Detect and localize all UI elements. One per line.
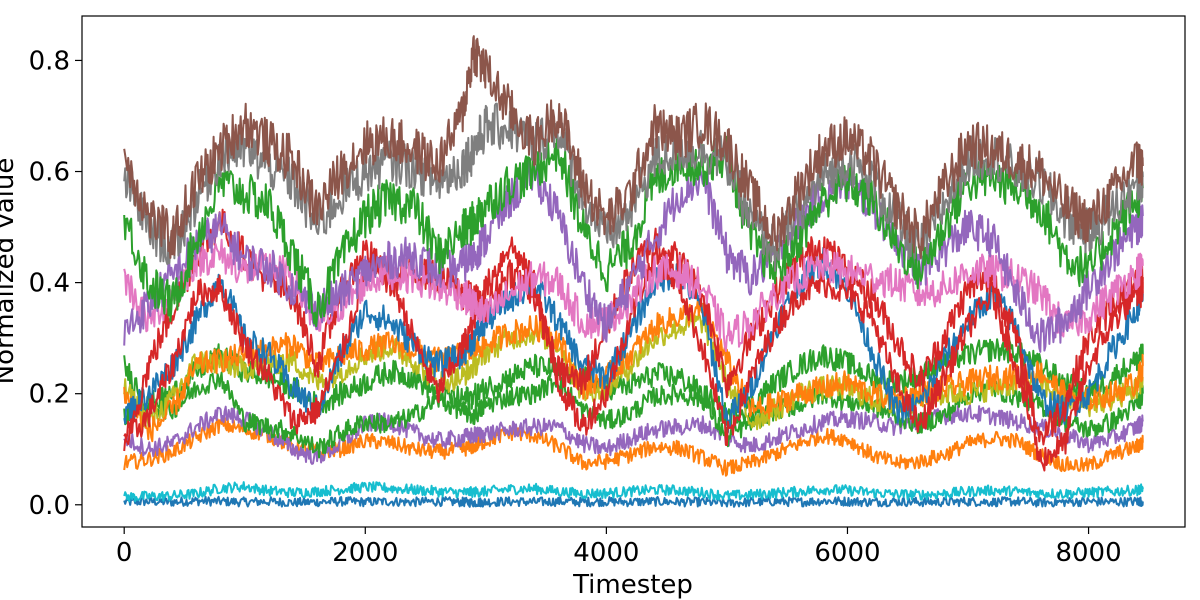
y-axis: 0.0 0.2 0.4 0.6 0.8 — [29, 46, 82, 521]
series-line-4 — [123, 404, 1144, 465]
series-line-3 — [123, 417, 1144, 477]
x-tick-label: 4000 — [573, 538, 639, 568]
y-axis-label: Normalized value — [0, 158, 20, 385]
x-tick-label: 2000 — [332, 538, 398, 568]
series-line-1 — [123, 495, 1144, 508]
y-tick-label: 0.6 — [29, 158, 70, 188]
plot-frame — [81, 15, 1186, 528]
series-line-7 — [123, 312, 1144, 431]
series-line-16 — [123, 35, 1144, 259]
x-tick-label: 8000 — [1055, 538, 1121, 568]
series-line-10 — [123, 236, 1144, 472]
x-tick-label: 6000 — [814, 538, 880, 568]
y-tick-label: 0.4 — [29, 269, 70, 299]
series-line-12 — [123, 238, 1144, 352]
series-line-8 — [123, 299, 1144, 443]
x-axis: 0 2000 4000 6000 8000 — [116, 527, 1122, 568]
y-tick-label: 0.2 — [29, 380, 70, 410]
series-line-5 — [123, 371, 1144, 459]
x-tick-label: 0 — [116, 538, 133, 568]
series-line-2 — [123, 481, 1144, 503]
y-tick-label: 0.0 — [29, 491, 70, 521]
series-layer — [123, 35, 1144, 508]
y-tick-label: 0.8 — [29, 46, 70, 76]
x-axis-label: Timestep — [572, 570, 693, 600]
